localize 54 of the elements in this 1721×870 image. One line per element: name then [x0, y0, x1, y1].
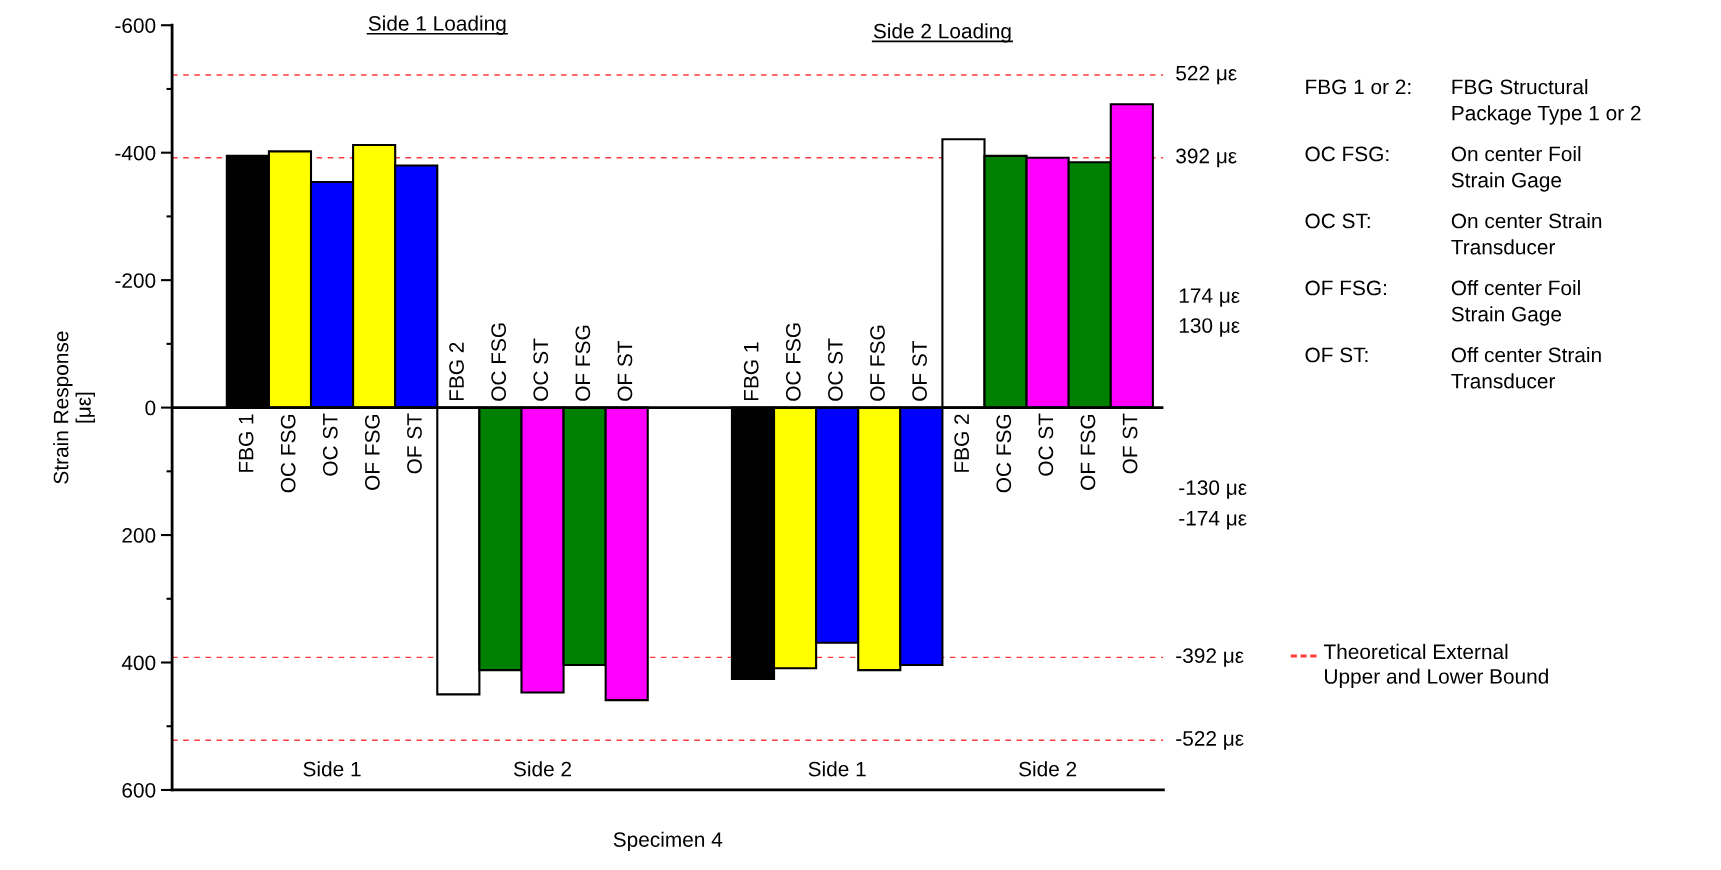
x-tick-label: OF FSG: [575, 325, 591, 401]
text: On center Foil Strain Gage: [1451, 146, 1581, 192]
x-tick-label: FBG 1: [238, 414, 254, 472]
x-tick-label: FBG 1: [743, 342, 759, 401]
text: 174 με: [1179, 288, 1240, 307]
x-tick-label: OF FSG: [1080, 414, 1096, 490]
x-tick-label: OC ST: [828, 338, 843, 401]
y-tick-label: 0: [145, 400, 156, 416]
annotation: Side 1: [303, 761, 361, 777]
y-tick-label: 400: [121, 655, 156, 671]
ref-line-label: 522 με: [1176, 65, 1237, 85]
text: On center Strain Transducer: [1451, 213, 1602, 255]
text: -174 με: [1179, 511, 1247, 530]
annotation: Side 1 Loading: [368, 15, 506, 35]
x-tick-label: OC FSG: [491, 323, 507, 401]
text: FBG 1 or 2:: [1306, 79, 1411, 95]
text: 130 με: [1179, 318, 1240, 337]
y-tick-label: -400: [115, 145, 156, 161]
ref-line-label: -522 με: [1176, 731, 1244, 750]
y-tick-label: -200: [115, 273, 156, 288]
x-tick-label: OC FSG: [785, 323, 801, 401]
x-tick-label: FBG 2: [954, 414, 970, 472]
x-tick-label: OC FSG: [280, 414, 296, 493]
text: OC FSG:: [1305, 146, 1389, 162]
x-axis-title: Specimen 4: [613, 831, 723, 852]
y-tick-label: 200: [122, 528, 156, 543]
x-tick-label: OF ST: [1122, 413, 1138, 474]
text: Off center Strain Transducer: [1451, 347, 1601, 389]
x-tick-label: OC ST: [533, 338, 549, 401]
ref-line-label: 392 με: [1176, 148, 1237, 168]
x-tick-label: OF ST: [617, 340, 633, 401]
x-tick-label: OF FSG: [364, 414, 380, 490]
annotation: Side 2: [1019, 761, 1077, 777]
y-tick-label: 600: [122, 782, 156, 798]
text: Off center Foil Strain Gage: [1451, 280, 1580, 326]
text: OF ST:: [1305, 347, 1368, 363]
text: OF FSG:: [1305, 280, 1386, 296]
y-tick-label: -600: [115, 18, 156, 33]
text: Theoretical External Upper and Lower Bound: [1323, 643, 1548, 688]
x-tick-label: OF FSG: [870, 325, 885, 401]
y-axis-title: Strain Response [με]: [53, 331, 95, 484]
x-tick-label: FBG 2: [449, 342, 464, 401]
x-tick-label: OC ST: [322, 413, 338, 476]
ref-line-label: -392 με: [1176, 648, 1244, 667]
x-tick-label: OC FSG: [996, 414, 1012, 493]
text: -130 με: [1179, 480, 1247, 499]
text: OC ST:: [1305, 213, 1370, 229]
x-tick-label: OF ST: [912, 340, 927, 401]
annotation: Side 2 Loading: [873, 23, 1011, 43]
annotation: Side 2: [513, 761, 572, 777]
text: FBG Structural Package Type 1 or 2: [1452, 79, 1641, 125]
x-tick-label: OF ST: [407, 413, 422, 474]
annotation: Side 1: [808, 761, 866, 777]
x-tick-label: OC ST: [1038, 413, 1054, 476]
